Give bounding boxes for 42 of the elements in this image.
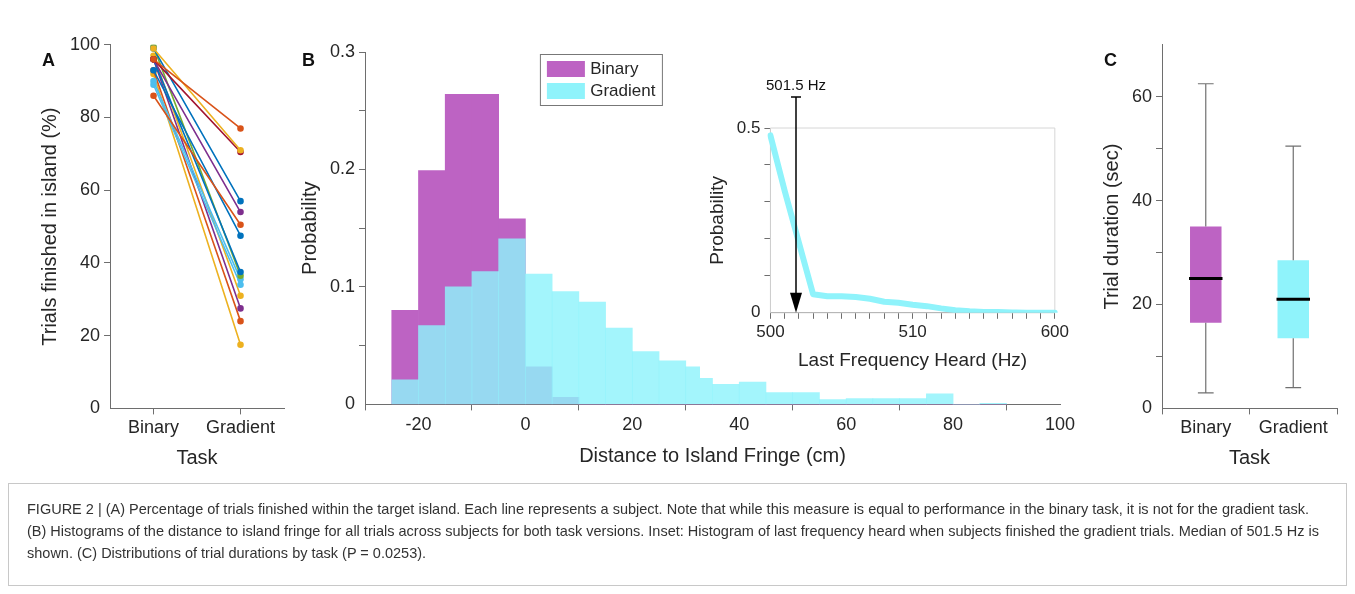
legend-label: Binary xyxy=(590,59,639,79)
x-tick-label: 600 xyxy=(1040,321,1070,341)
caption: FIGURE 2 | (A) Percentage of trials finished within the target island. Each line represents a subject. Note that while this measure is equal to performance in the binary task, it is not for the gradient task. (B) Histograms of the distance to island fringe for all trials across subjects for both task versions. Inset: Histogram of last frequency heard when subjects finished the gradient trials. Median of 501.5 Hz is shown. (C) Distributions of trial durations by task (P = 0.0253). xyxy=(27,501,1319,561)
x-tick-label: 500 xyxy=(756,321,785,341)
x-tick-label: 0 xyxy=(520,414,531,435)
y-tick-label: 0.3 xyxy=(329,40,356,61)
y-tick-label: 80 xyxy=(80,106,101,127)
chart-title: B xyxy=(302,50,315,70)
x-tick-label: Binary xyxy=(128,417,180,438)
x-tick-label: Gradient xyxy=(1258,417,1328,438)
y-tick-label: 0.1 xyxy=(329,275,356,296)
x-tick-label: Binary xyxy=(1180,417,1232,438)
y-tick-label: 60 xyxy=(1131,85,1153,106)
y-tick-label: 40 xyxy=(1131,189,1153,210)
y-axis-title: Trials finished in island (%) xyxy=(37,107,60,346)
y-axis-title: Probability xyxy=(297,181,320,275)
x-tick-label: -20 xyxy=(405,414,432,435)
y-tick-label: 20 xyxy=(1131,293,1153,314)
x-tick-label: 20 xyxy=(622,414,643,435)
x-tick-label: 100 xyxy=(1044,414,1076,435)
annotation: 501.5 Hz xyxy=(765,76,827,93)
x-tick-label: Gradient xyxy=(205,417,276,438)
y-tick-label: 0.2 xyxy=(329,158,356,179)
chart-title: C xyxy=(1104,50,1117,70)
x-axis-title: Last Frequency Heard (Hz) xyxy=(798,348,1028,370)
chart-title: A xyxy=(42,50,55,70)
x-tick-label: 510 xyxy=(898,321,927,341)
y-tick-label: 0 xyxy=(90,397,101,418)
y-axis-title: Trial duration (sec) xyxy=(1099,143,1122,310)
y-tick-label: 60 xyxy=(80,179,101,200)
y-tick-label: 100 xyxy=(69,33,101,54)
y-tick-label: 0 xyxy=(1142,397,1153,418)
y-tick-label: 40 xyxy=(80,251,101,272)
y-tick-label: 0.5 xyxy=(736,117,761,137)
legend-label: Gradient xyxy=(590,81,656,101)
x-tick-label: 80 xyxy=(943,414,964,435)
x-tick-label: 60 xyxy=(836,414,857,435)
x-axis-title: Task xyxy=(1228,445,1272,468)
y-tick-label: 0 xyxy=(345,393,356,414)
x-axis-title: Task xyxy=(176,445,219,468)
x-axis-title: Distance to Island Fringe (cm) xyxy=(579,443,846,466)
y-axis-title: Probability xyxy=(705,175,727,265)
